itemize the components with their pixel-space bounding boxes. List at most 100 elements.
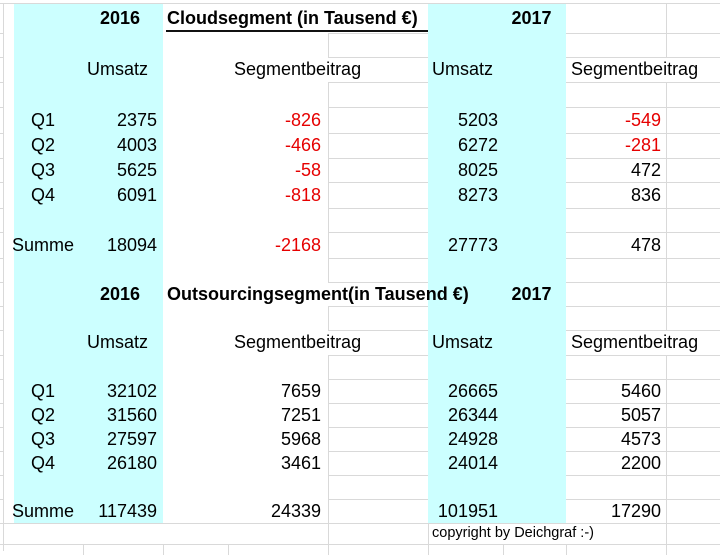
cell-cloud-q2-umsatz-2016[interactable]: 4003 <box>116 135 157 155</box>
cell-cloud-title[interactable]: Cloudsegment (in Tausend €) <box>166 4 428 32</box>
cell-cloud-q3-umsatz-2017[interactable]: 8025 <box>457 160 498 180</box>
gridline-vertical <box>328 355 329 555</box>
cell-cloud-header-umsatz-2017[interactable]: Umsatz <box>432 59 494 79</box>
gridline-horizontal <box>328 282 428 283</box>
cell-outsourcing-header-segment-2016[interactable]: Segmentbeitrag <box>234 332 362 352</box>
cell-cloud-q1-umsatz-2017[interactable]: 5203 <box>457 110 498 130</box>
cell-cloud-q3-label[interactable]: Q3 <box>30 160 55 180</box>
cell-cloud-summe-umsatz-2016[interactable]: 18094 <box>106 235 157 255</box>
cell-outsourcing-title[interactable]: Outsourcingsegment(in Tausend €) <box>167 284 469 304</box>
gridline-horizontal <box>566 133 720 134</box>
gridline-horizontal <box>0 57 3 58</box>
cell-cloud-header-segment-2016[interactable]: Segmentbeitrag <box>234 59 362 79</box>
cell-outsourcing-q1-segment-2016[interactable]: 7659 <box>280 381 321 401</box>
gridline-horizontal <box>328 82 428 83</box>
cell-cloud-summe-segment-2017[interactable]: 478 <box>630 235 661 255</box>
cell-cloud-q4-umsatz-2016[interactable]: 6091 <box>116 185 157 205</box>
cell-cloud-q1-umsatz-2016[interactable]: 2375 <box>116 110 157 130</box>
cell-outsourcing-q4-segment-2016[interactable]: 3461 <box>280 453 321 473</box>
cell-outsourcing-q1-segment-2017[interactable]: 5460 <box>620 381 661 401</box>
gridline-horizontal <box>0 306 3 307</box>
cell-outsourcing-q2-umsatz-2016[interactable]: 31560 <box>106 405 157 425</box>
gridline-vertical <box>228 544 229 555</box>
cell-cloud-summe-label[interactable]: Summe <box>11 235 74 255</box>
gridline-horizontal <box>566 499 720 500</box>
cell-cloud-q2-umsatz-2017[interactable]: 6272 <box>457 135 498 155</box>
gridline-horizontal <box>0 258 3 259</box>
cell-outsourcing-year-2016[interactable]: 2016 <box>99 284 141 304</box>
gridline-vertical <box>328 306 329 330</box>
cell-cloud-q3-segment-2016[interactable]: -58 <box>294 160 321 180</box>
gridline-vertical <box>503 544 504 555</box>
gridline-horizontal <box>566 258 720 259</box>
cell-outsourcing-header-segment-2017[interactable]: Segmentbeitrag <box>571 332 699 352</box>
gridline-horizontal <box>0 403 3 404</box>
cell-cloud-q1-segment-2017[interactable]: -549 <box>624 110 661 130</box>
gridline-horizontal <box>328 33 428 34</box>
cell-cloud-summe-segment-2016[interactable]: -2168 <box>274 235 321 255</box>
cell-outsourcing-q2-umsatz-2017[interactable]: 26344 <box>447 405 498 425</box>
gridline-horizontal <box>566 208 720 209</box>
gridline-horizontal <box>566 475 720 476</box>
cell-cloud-q1-label[interactable]: Q1 <box>30 110 55 130</box>
gridline-horizontal <box>0 107 3 108</box>
gridline-horizontal <box>566 306 720 307</box>
gridline-horizontal <box>566 427 720 428</box>
cell-outsourcing-summe-umsatz-2016[interactable]: 117439 <box>98 501 157 521</box>
cell-cloud-q2-segment-2017[interactable]: -281 <box>624 135 661 155</box>
cell-cloud-year-2016[interactable]: 2016 <box>99 8 141 28</box>
gridline-vertical <box>666 355 667 555</box>
gridline-horizontal <box>328 306 428 307</box>
cell-outsourcing-q1-umsatz-2017[interactable]: 26665 <box>447 381 498 401</box>
cell-outsourcing-q2-segment-2017[interactable]: 5057 <box>620 405 661 425</box>
gridline-horizontal <box>328 427 428 428</box>
cell-outsourcing-q3-segment-2016[interactable]: 5968 <box>280 429 321 449</box>
gridline-horizontal <box>328 258 428 259</box>
cell-outsourcing-q4-umsatz-2016[interactable]: 26180 <box>106 453 157 473</box>
cell-outsourcing-summe-segment-2016[interactable]: 24339 <box>270 501 321 521</box>
cell-outsourcing-q3-umsatz-2016[interactable]: 27597 <box>106 429 157 449</box>
gridline-horizontal <box>328 208 428 209</box>
gridline-horizontal <box>0 499 3 500</box>
cell-cloud-q4-segment-2016[interactable]: -818 <box>284 185 321 205</box>
gridline-horizontal <box>0 379 3 380</box>
cell-outsourcing-summe-umsatz-2017[interactable]: 101951 <box>437 501 498 521</box>
cell-outsourcing-q2-label[interactable]: Q2 <box>30 405 55 425</box>
cell-cloud-q4-label[interactable]: Q4 <box>30 185 55 205</box>
cell-outsourcing-q4-umsatz-2017[interactable]: 24014 <box>447 453 498 473</box>
gridline-vertical <box>428 523 429 555</box>
cell-outsourcing-year-2017[interactable]: 2017 <box>511 284 552 304</box>
cell-cloud-q3-segment-2017[interactable]: 472 <box>630 160 661 180</box>
cell-cloud-q2-segment-2016[interactable]: -466 <box>284 135 321 155</box>
gridline-horizontal <box>0 523 720 524</box>
cell-outsourcing-summe-label[interactable]: Summe <box>11 501 74 521</box>
cell-cloud-summe-umsatz-2017[interactable]: 27773 <box>447 235 498 255</box>
gridline-horizontal <box>0 158 3 159</box>
cell-cloud-header-umsatz-2016[interactable]: Umsatz <box>87 59 149 79</box>
cell-outsourcing-q4-label[interactable]: Q4 <box>30 453 55 473</box>
cell-cloud-year-2017[interactable]: 2017 <box>511 8 552 28</box>
cell-outsourcing-header-umsatz-2017[interactable]: Umsatz <box>432 332 494 352</box>
cell-outsourcing-q1-umsatz-2016[interactable]: 32102 <box>106 381 157 401</box>
cell-outsourcing-q3-label[interactable]: Q3 <box>30 429 55 449</box>
cell-outsourcing-summe-segment-2017[interactable]: 17290 <box>610 501 661 521</box>
gridline-horizontal <box>566 330 720 331</box>
cell-cloud-header-segment-2017[interactable]: Segmentbeitrag <box>571 59 699 79</box>
cell-cloud-q1-segment-2016[interactable]: -826 <box>284 110 321 130</box>
gridline-horizontal <box>0 208 3 209</box>
gridline-vertical <box>328 82 329 282</box>
cell-cloud-q2-label[interactable]: Q2 <box>30 135 55 155</box>
cell-cloud-q4-umsatz-2017[interactable]: 8273 <box>457 185 498 205</box>
cell-outsourcing-q3-umsatz-2017[interactable]: 24928 <box>447 429 498 449</box>
cell-cloud-q4-segment-2017[interactable]: 836 <box>630 185 661 205</box>
gridline-horizontal <box>566 182 720 183</box>
cell-outsourcing-q2-segment-2016[interactable]: 7251 <box>280 405 321 425</box>
cell-cloud-q3-umsatz-2016[interactable]: 5625 <box>116 160 157 180</box>
cell-outsourcing-header-umsatz-2016[interactable]: Umsatz <box>87 332 149 352</box>
gridline-vertical <box>666 82 667 330</box>
gridline-horizontal <box>0 232 3 233</box>
gridline-horizontal <box>0 3 720 4</box>
cell-outsourcing-q4-segment-2017[interactable]: 2200 <box>620 453 661 473</box>
cell-outsourcing-q3-segment-2017[interactable]: 4573 <box>620 429 661 449</box>
cell-outsourcing-q1-label[interactable]: Q1 <box>30 381 55 401</box>
